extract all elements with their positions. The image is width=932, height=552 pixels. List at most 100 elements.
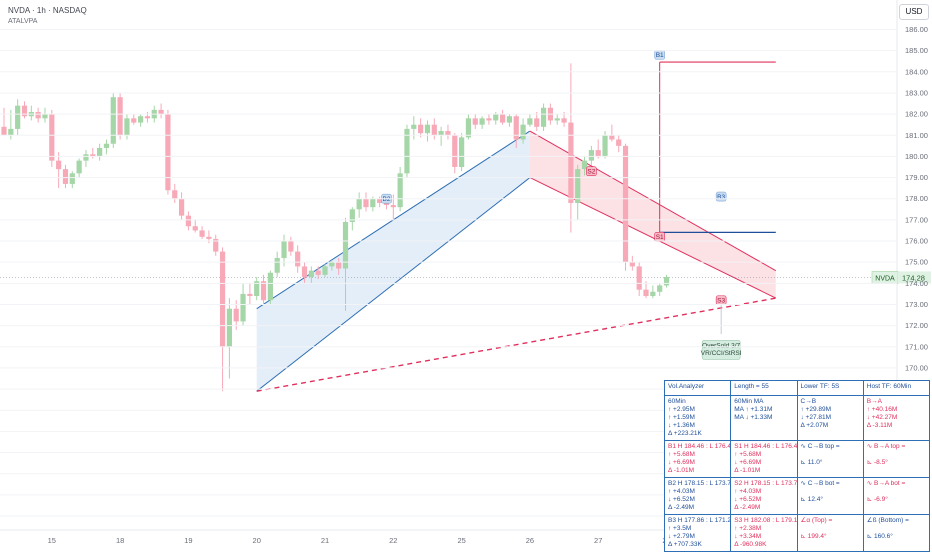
candle-down[interactable] bbox=[199, 230, 205, 237]
candle-down[interactable] bbox=[513, 116, 519, 140]
candle-down[interactable] bbox=[452, 135, 458, 167]
candle-down[interactable] bbox=[595, 150, 601, 157]
candle-down[interactable] bbox=[636, 266, 642, 290]
candle-up[interactable] bbox=[438, 131, 444, 136]
candle-up[interactable] bbox=[554, 118, 560, 121]
candle-down[interactable] bbox=[185, 215, 192, 227]
candle-up[interactable] bbox=[663, 276, 670, 286]
candle-up[interactable] bbox=[15, 105, 21, 129]
candle-down[interactable] bbox=[534, 118, 540, 127]
candle-up[interactable] bbox=[356, 198, 362, 210]
candle-down[interactable] bbox=[219, 251, 226, 347]
candle-down[interactable] bbox=[568, 122, 574, 203]
candle-up[interactable] bbox=[281, 241, 287, 258]
candle-up[interactable] bbox=[575, 169, 581, 203]
candle-down[interactable] bbox=[363, 198, 369, 208]
candle-up[interactable] bbox=[110, 97, 116, 144]
candle-up[interactable] bbox=[76, 160, 82, 174]
candle-down[interactable] bbox=[233, 308, 239, 322]
candle-down[interactable] bbox=[49, 114, 55, 161]
candle-up[interactable] bbox=[657, 285, 663, 292]
candle-up[interactable] bbox=[138, 116, 144, 123]
candle-down[interactable] bbox=[192, 226, 198, 231]
candle-up[interactable] bbox=[240, 293, 246, 322]
candle-up[interactable] bbox=[308, 270, 314, 277]
candle-up[interactable] bbox=[479, 118, 485, 125]
candle-up[interactable] bbox=[83, 154, 89, 161]
candle-down[interactable] bbox=[288, 241, 294, 252]
candle-down[interactable] bbox=[158, 109, 164, 115]
candle-down[interactable] bbox=[561, 118, 567, 123]
candle-down[interactable] bbox=[144, 116, 151, 119]
candle-down[interactable] bbox=[622, 145, 629, 263]
candle-down[interactable] bbox=[445, 131, 451, 136]
candle-down[interactable] bbox=[486, 118, 492, 121]
candle-down[interactable] bbox=[315, 270, 321, 275]
candle-down[interactable] bbox=[247, 293, 253, 297]
candle-up[interactable] bbox=[322, 266, 328, 275]
candle-up[interactable] bbox=[342, 221, 349, 269]
candle-down[interactable] bbox=[418, 124, 424, 134]
candle-down[interactable] bbox=[90, 154, 96, 157]
candle-up[interactable] bbox=[459, 137, 465, 167]
signal-marker[interactable] bbox=[586, 166, 597, 177]
candle-up[interactable] bbox=[540, 107, 547, 127]
candle-down[interactable] bbox=[383, 202, 390, 206]
candle-down[interactable] bbox=[56, 160, 62, 170]
candle-down[interactable] bbox=[301, 266, 308, 277]
candle-down[interactable] bbox=[165, 114, 171, 191]
candle-down[interactable] bbox=[260, 281, 267, 301]
indicator-name[interactable]: ATALVPA bbox=[8, 18, 38, 25]
candle-up[interactable] bbox=[69, 173, 75, 184]
candle-down[interactable] bbox=[336, 262, 342, 269]
candle-up[interactable] bbox=[581, 160, 588, 170]
candle-down[interactable] bbox=[629, 262, 635, 267]
candle-up[interactable] bbox=[349, 209, 355, 222]
candle-up[interactable] bbox=[103, 143, 110, 148]
candle-up[interactable] bbox=[397, 173, 403, 208]
candle-up[interactable] bbox=[97, 147, 103, 157]
table-cell-line: ⊾ 199.4° bbox=[800, 533, 827, 540]
symbol-title[interactable]: NVDA · 1h · NASDAQ bbox=[8, 6, 87, 15]
candle-up[interactable] bbox=[424, 124, 431, 134]
candle-up[interactable] bbox=[254, 281, 260, 297]
candle-up[interactable] bbox=[602, 135, 608, 157]
candle-down[interactable] bbox=[117, 97, 123, 136]
candle-down[interactable] bbox=[178, 198, 185, 216]
candle-up[interactable] bbox=[370, 198, 376, 208]
candle-down[interactable] bbox=[643, 289, 649, 297]
candle-up[interactable] bbox=[42, 114, 48, 119]
candle-down[interactable] bbox=[1, 126, 7, 136]
candle-down[interactable] bbox=[131, 118, 137, 123]
candle-up[interactable] bbox=[465, 118, 472, 138]
candle-up[interactable] bbox=[267, 272, 273, 301]
candle-down[interactable] bbox=[62, 169, 69, 184]
candle-up[interactable] bbox=[404, 128, 410, 174]
candle-down[interactable] bbox=[172, 190, 178, 199]
candle-up[interactable] bbox=[520, 124, 526, 140]
candle-down[interactable] bbox=[213, 238, 219, 252]
candle-up[interactable] bbox=[493, 114, 499, 121]
candle-down[interactable] bbox=[377, 198, 383, 203]
candle-down[interactable] bbox=[206, 236, 212, 239]
candle-up[interactable] bbox=[527, 118, 533, 125]
candle-down[interactable] bbox=[499, 114, 506, 123]
candle-down[interactable] bbox=[431, 124, 437, 136]
candle-up[interactable] bbox=[226, 308, 232, 347]
currency-button[interactable]: USD bbox=[899, 4, 929, 20]
candle-down[interactable] bbox=[609, 135, 615, 140]
candle-up[interactable] bbox=[274, 257, 280, 273]
candle-down[interactable] bbox=[616, 139, 622, 146]
candle-up[interactable] bbox=[411, 124, 417, 129]
candle-up[interactable] bbox=[650, 291, 656, 297]
candle-up[interactable] bbox=[124, 118, 130, 136]
candle-down[interactable] bbox=[35, 111, 41, 119]
candle-down[interactable] bbox=[390, 205, 396, 208]
candle-down[interactable] bbox=[295, 251, 301, 267]
candle-up[interactable] bbox=[8, 128, 14, 136]
candle-down[interactable] bbox=[21, 105, 28, 117]
candle-up[interactable] bbox=[588, 150, 594, 161]
candle-down[interactable] bbox=[472, 118, 478, 125]
candle-up[interactable] bbox=[329, 262, 335, 267]
candle-up[interactable] bbox=[506, 116, 513, 123]
